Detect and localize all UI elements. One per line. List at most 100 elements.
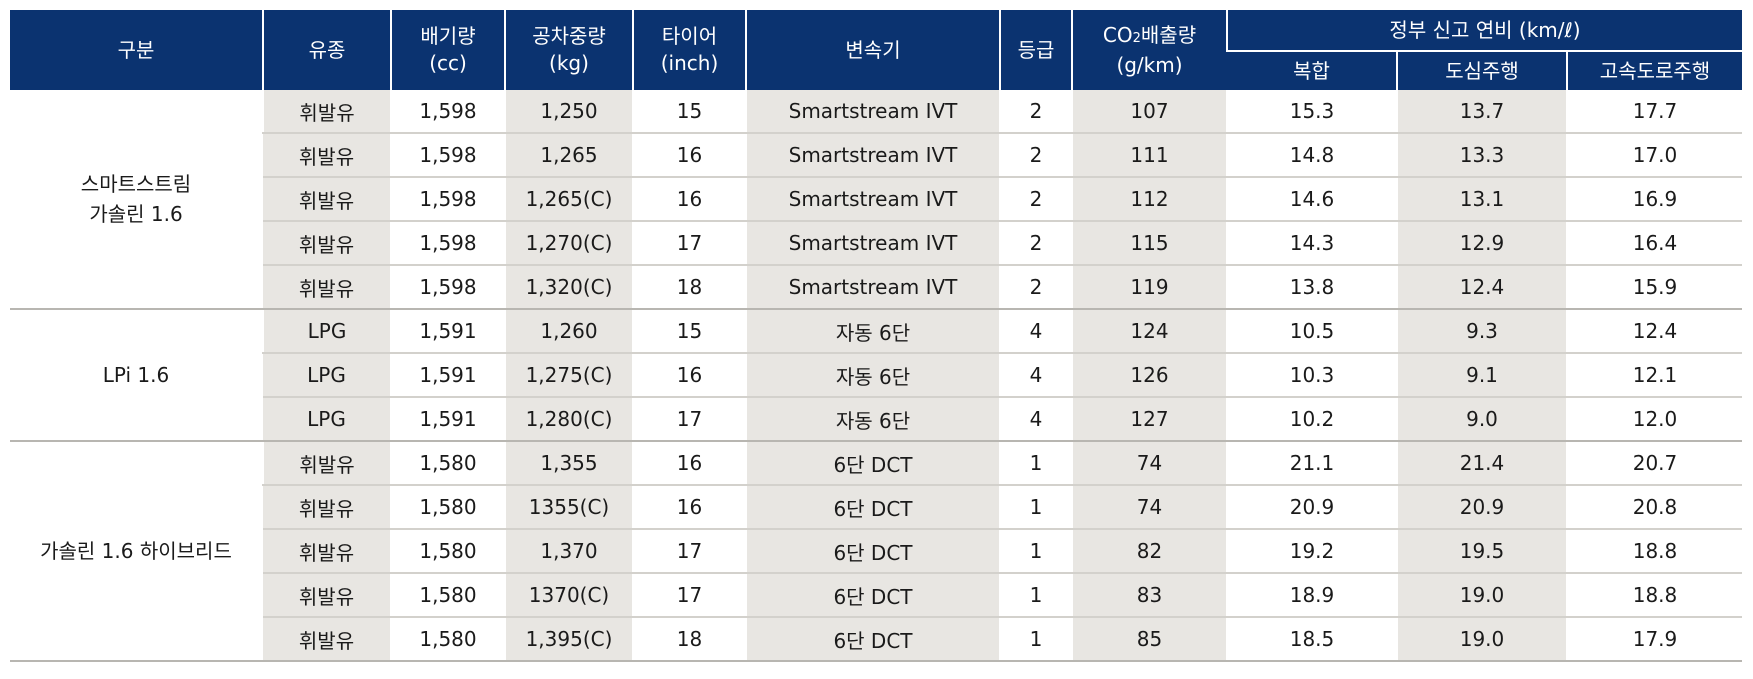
cell-city: 13.1 bbox=[1396, 177, 1567, 222]
cell-displacement: 1,580 bbox=[390, 529, 505, 574]
cell-grade: 1 bbox=[999, 485, 1072, 530]
header-displacement-unit: (cc) bbox=[429, 51, 467, 75]
header-grade: 등급 bbox=[999, 10, 1072, 90]
cell-transmission: 자동 6단 bbox=[745, 353, 1000, 398]
cell-grade: 4 bbox=[999, 309, 1072, 354]
table-row: LPi 1.6 LPG 1,591 1,260 15 자동 6단 4 124 10.5 9.3 12… bbox=[10, 309, 1743, 442]
cell-co2: 119 bbox=[1071, 265, 1227, 310]
cell-combined: 14.3 bbox=[1226, 221, 1397, 266]
cell-city: 20.9 bbox=[1396, 485, 1567, 530]
cell-tire: 17 bbox=[632, 573, 746, 618]
cell-transmission: Smartstream IVT bbox=[745, 133, 1000, 178]
header-tire-label: 타이어 bbox=[661, 24, 718, 48]
cell-curb-weight: 1,260 bbox=[504, 309, 633, 354]
cell-grade: 2 bbox=[999, 90, 1072, 134]
cell-highway: 17.9 bbox=[1565, 617, 1743, 662]
header-co2-prefix: CO bbox=[1102, 22, 1133, 47]
cell-category: LPi 1.6 bbox=[10, 309, 263, 442]
category-line: LPi 1.6 bbox=[102, 363, 170, 387]
cell-category: 스마트스트림 가솔린 1.6 bbox=[10, 90, 263, 310]
cell-fuel: 휘발유 bbox=[263, 485, 391, 530]
cell-city: 19.0 bbox=[1396, 573, 1567, 618]
table-row: 휘발유 1,580 1,395(C) 18 6단 DCT 1 85 18.5 19.0 17.9 bbox=[10, 617, 1743, 662]
cell-displacement: 1,580 bbox=[390, 485, 505, 530]
cell-transmission: 6단 DCT bbox=[745, 441, 1000, 486]
cell-city: 13.7 bbox=[1396, 90, 1567, 134]
table-row: 휘발유 1,580 1355(C) 16 6단 DCT 1 74 20.9 20.9 20.8 bbox=[10, 485, 1743, 530]
table-row: 휘발유 1,598 1,265 16 Smartstream IVT 2 111 14.8 13… bbox=[10, 133, 1743, 178]
cell-city: 21.4 bbox=[1396, 441, 1567, 486]
cell-curb-weight: 1,395(C) bbox=[504, 617, 633, 662]
header-combined: 복합 bbox=[1227, 50, 1397, 90]
cell-co2: 83 bbox=[1071, 573, 1227, 618]
cell-city: 12.9 bbox=[1396, 221, 1567, 266]
cell-combined: 10.2 bbox=[1226, 397, 1397, 442]
cell-tire: 16 bbox=[632, 177, 746, 222]
cell-transmission: 6단 DCT bbox=[745, 617, 1000, 662]
cell-curb-weight: 1,250 bbox=[504, 90, 633, 134]
cell-tire: 18 bbox=[632, 617, 746, 662]
cell-transmission: 6단 DCT bbox=[745, 529, 1000, 574]
cell-combined: 10.5 bbox=[1226, 309, 1397, 354]
table-row: LPG 1,591 1,280(C) 17 자동 6단 4 127 10.2 9.0 12.0 bbox=[10, 397, 1743, 442]
cell-curb-weight: 1,280(C) bbox=[504, 397, 633, 442]
cell-grade: 1 bbox=[999, 529, 1072, 574]
table-row: 휘발유 1,580 1,370 17 6단 DCT 1 82 19.2 19.5 18.8 bbox=[10, 529, 1743, 574]
cell-grade: 4 bbox=[999, 353, 1072, 398]
header-city: 도심주행 bbox=[1396, 50, 1567, 90]
cell-tire: 17 bbox=[632, 529, 746, 574]
cell-curb-weight: 1,270(C) bbox=[504, 221, 633, 266]
cell-displacement: 1,591 bbox=[390, 353, 505, 398]
cell-city: 19.5 bbox=[1396, 529, 1567, 574]
table-header: 구분 유종 배기량 (cc) 공차중량 (kg) 타이어 (inch) 변속기 … bbox=[10, 10, 1743, 90]
cell-displacement: 1,580 bbox=[390, 441, 505, 486]
category-line: 스마트스트림 bbox=[80, 172, 192, 196]
cell-displacement: 1,598 bbox=[390, 133, 505, 178]
cell-curb-weight: 1370(C) bbox=[504, 573, 633, 618]
cell-tire: 17 bbox=[632, 221, 746, 266]
cell-curb-weight: 1355(C) bbox=[504, 485, 633, 530]
cell-highway: 12.1 bbox=[1565, 353, 1743, 398]
cell-city: 13.3 bbox=[1396, 133, 1567, 178]
cell-grade: 2 bbox=[999, 265, 1072, 310]
cell-tire: 16 bbox=[632, 133, 746, 178]
cell-tire: 15 bbox=[632, 309, 746, 354]
cell-curb-weight: 1,275(C) bbox=[504, 353, 633, 398]
cell-category: 가솔린 1.6 하이브리드 bbox=[10, 441, 263, 662]
cell-tire: 16 bbox=[632, 353, 746, 398]
header-displacement-label: 배기량 bbox=[420, 24, 476, 48]
header-efficiency-group: 정부 신고 연비 (km/ℓ) bbox=[1225, 10, 1743, 51]
cell-transmission: Smartstream IVT bbox=[745, 221, 1000, 266]
cell-tire: 16 bbox=[632, 485, 746, 530]
cell-tire: 18 bbox=[632, 265, 746, 310]
header-curb-weight: 공차중량 (kg) bbox=[504, 10, 633, 90]
cell-city: 9.1 bbox=[1396, 353, 1567, 398]
cell-displacement: 1,591 bbox=[390, 309, 505, 354]
cell-transmission: Smartstream IVT bbox=[745, 265, 1000, 310]
cell-highway: 17.7 bbox=[1565, 90, 1743, 134]
cell-highway: 18.8 bbox=[1565, 573, 1743, 618]
cell-co2: 74 bbox=[1071, 441, 1227, 486]
cell-highway: 12.4 bbox=[1565, 309, 1743, 354]
cell-combined: 13.8 bbox=[1226, 265, 1397, 310]
cell-co2: 111 bbox=[1071, 133, 1227, 178]
cell-combined: 15.3 bbox=[1226, 90, 1397, 134]
cell-grade: 2 bbox=[999, 177, 1072, 222]
header-displacement: 배기량 (cc) bbox=[390, 10, 505, 90]
cell-combined: 20.9 bbox=[1226, 485, 1397, 530]
header-transmission: 변속기 bbox=[745, 10, 1000, 90]
category-line: 가솔린 1.6 하이브리드 bbox=[40, 539, 232, 563]
cell-grade: 1 bbox=[999, 573, 1072, 618]
cell-city: 9.3 bbox=[1396, 309, 1567, 354]
cell-combined: 14.6 bbox=[1226, 177, 1397, 222]
cell-co2: 112 bbox=[1071, 177, 1227, 222]
table-row: 휘발유 1,598 1,270(C) 17 Smartstream IVT 2 115 14.… bbox=[10, 221, 1743, 266]
cell-curb-weight: 1,320(C) bbox=[504, 265, 633, 310]
table-row: 가솔린 1.6 하이브리드 휘발유 1,580 1,355 16 6단 DCT 1 74 21.… bbox=[10, 441, 1743, 662]
cell-combined: 19.2 bbox=[1226, 529, 1397, 574]
cell-highway: 16.4 bbox=[1565, 221, 1743, 266]
header-co2-suffix: 배출량 bbox=[1140, 22, 1197, 47]
cell-city: 9.0 bbox=[1396, 397, 1567, 442]
header-tire: 타이어 (inch) bbox=[632, 10, 746, 90]
cell-displacement: 1,591 bbox=[390, 397, 505, 442]
